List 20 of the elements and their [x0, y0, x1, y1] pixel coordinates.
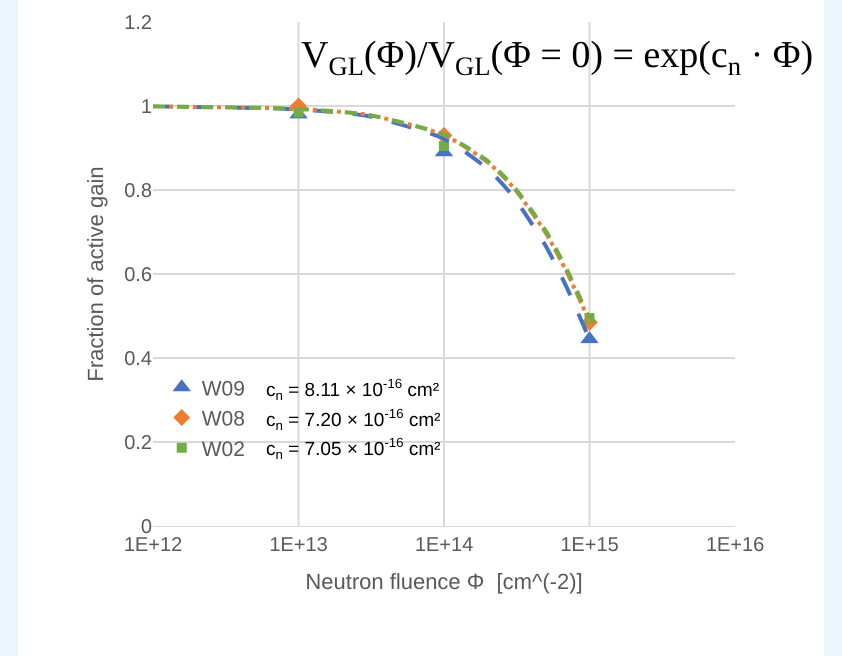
- y-tick-label: 0.2: [124, 432, 152, 454]
- y-tick-label: 1: [140, 96, 152, 118]
- y-tick-label: 0.8: [124, 180, 152, 202]
- annotation: c$_{n}$ = 8.11 × 10$^{-16}$ cm²: [266, 376, 440, 403]
- y-tick-label: 0.6: [124, 264, 152, 286]
- x-tick-label: 1E+14: [414, 534, 474, 556]
- x-tick-label: 1E+13: [269, 534, 328, 556]
- point: [439, 140, 449, 151]
- x-axis-title: Neutron fluence Φ [cm^(-2)]: [305, 568, 583, 594]
- x-tick-label: 1E+16: [706, 534, 764, 556]
- annotation: V$_{GL}$(Φ)/V$_{GL}$(Φ = 0) = exp(c$_{n}$ · Φ): [301, 34, 814, 81]
- x-tick-label: 1E+15: [560, 534, 619, 556]
- annotation: c$_{n}$ = 7.20 × 10$^{-16}$ cm²: [266, 406, 440, 433]
- legend-label: W02: [202, 438, 245, 461]
- y-tick-label: 0.4: [124, 348, 152, 370]
- y-axis-title: Fraction of active gain: [82, 166, 108, 382]
- annotation: c$_{n}$ = 7.05 × 10$^{-16}$ cm²: [266, 435, 440, 462]
- y-tick-label: 1.2: [124, 12, 152, 34]
- legend-label: W09: [202, 377, 245, 400]
- legend-label: W08: [202, 408, 245, 431]
